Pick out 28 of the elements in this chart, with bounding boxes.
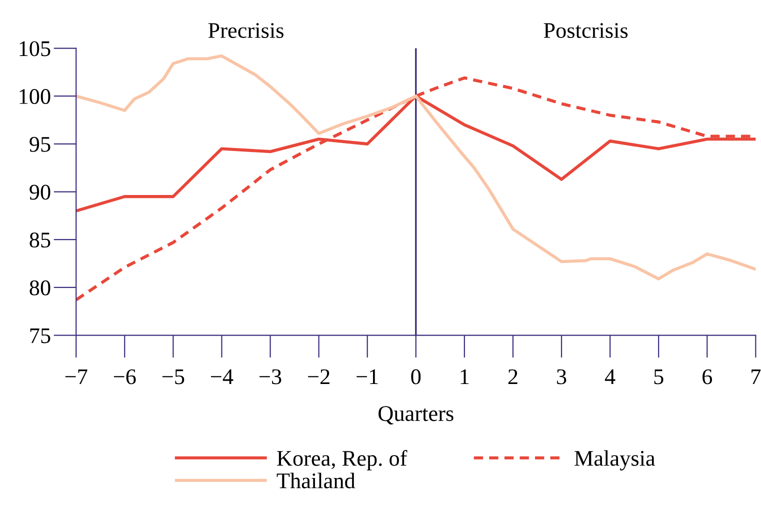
y-tick-label: 75 <box>30 328 50 344</box>
x-tick-label: −3 <box>260 369 282 384</box>
x-tick-label: −1 <box>356 369 378 384</box>
x-tick-label: −4 <box>211 369 234 384</box>
x-tick-label: 0 <box>411 369 421 384</box>
y-tick-label: 80 <box>30 280 50 296</box>
x-axis-title: Quarters <box>378 406 454 424</box>
x-tick-label: 6 <box>702 369 712 384</box>
legend-label: Korea, Rep. of <box>277 450 408 470</box>
x-tick-label: −6 <box>114 369 136 384</box>
x-tick-label: 4 <box>604 369 616 384</box>
y-tick-label: 100 <box>20 89 50 104</box>
x-tick-label: −5 <box>162 369 184 384</box>
y-tick-label: 95 <box>30 136 50 152</box>
text: Precrisis <box>208 23 284 38</box>
x-tick-label: 2 <box>508 369 518 384</box>
legend-label: Thailand <box>276 472 356 488</box>
text: Postcrisis <box>544 23 628 38</box>
x-tick-label: 3 <box>557 369 566 384</box>
x-tick-label: −7 <box>65 369 88 384</box>
x-tick-label: 1 <box>460 369 469 384</box>
x-tick-label: 7 <box>752 369 761 384</box>
y-tick-label: 90 <box>30 184 50 200</box>
y-tick-label: 85 <box>30 232 50 248</box>
x-tick-label: −2 <box>308 369 330 384</box>
x-tick-label: 5 <box>654 369 664 384</box>
y-tick-label: 105 <box>20 41 50 56</box>
legend-label: Malaysia <box>574 450 656 470</box>
